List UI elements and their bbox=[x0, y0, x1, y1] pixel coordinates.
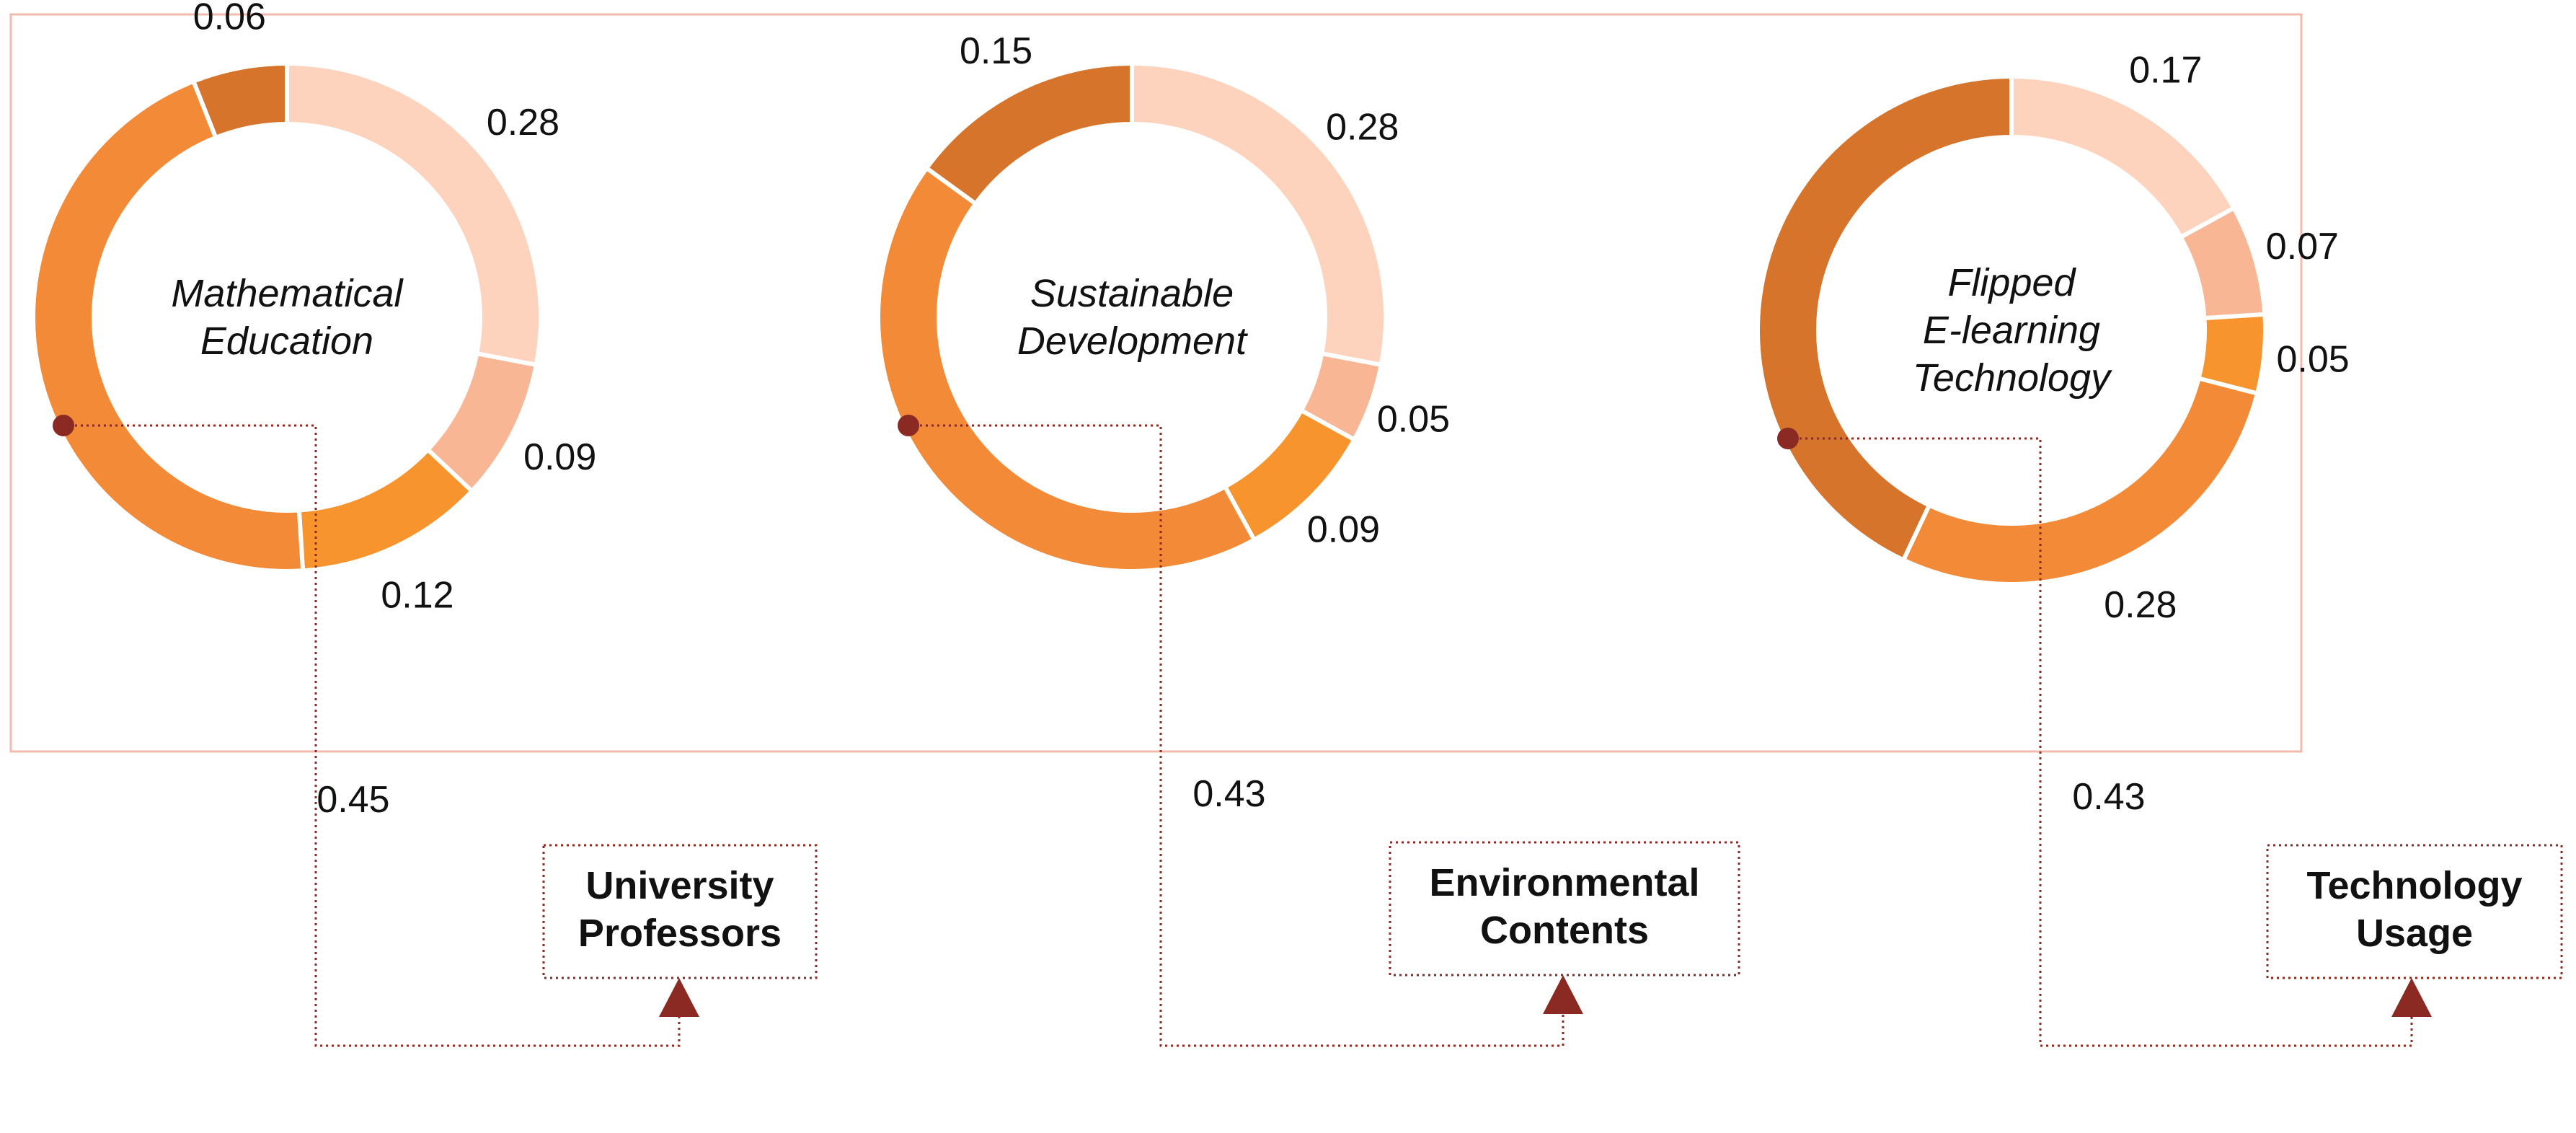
construct-box bbox=[2266, 844, 2563, 979]
slice-value-label: 0.17 bbox=[2129, 49, 2202, 91]
donut-center-label: Flipped E-learning Technology bbox=[1913, 261, 2112, 400]
slice-value-label: 0.12 bbox=[381, 575, 453, 617]
donut-center-label: Sustainable Development bbox=[1017, 272, 1248, 363]
construct-box bbox=[1389, 841, 1740, 977]
slice-value-label: 0.06 bbox=[193, 0, 266, 38]
connector-line bbox=[63, 424, 681, 1047]
donut-slice bbox=[285, 61, 543, 368]
donut-slice bbox=[1756, 74, 2014, 563]
donut-slice bbox=[190, 61, 289, 141]
donut-slice bbox=[1130, 61, 1388, 368]
construct-box-label: University Professors bbox=[578, 864, 782, 955]
donut-chart-2: 0.28 0.05 0.09 0.15 Sustainable Development 0.… bbox=[876, 30, 1740, 1047]
connector-line bbox=[908, 424, 1564, 1047]
donut-center-label: Mathematical Education bbox=[171, 272, 404, 363]
slice-value-label: 0.05 bbox=[1377, 399, 1450, 441]
slice-value-label: 0.28 bbox=[1326, 106, 1399, 148]
path-coefficient-label: 0.43 bbox=[1192, 773, 1265, 815]
donut-slice bbox=[2009, 74, 2237, 240]
connector-dot bbox=[1777, 428, 1799, 449]
donut-slice bbox=[31, 78, 306, 573]
slice-value-label: 0.15 bbox=[960, 30, 1032, 72]
construct-box-label: Technology Usage bbox=[2306, 864, 2522, 955]
slice-value-label: 0.09 bbox=[1307, 508, 1380, 550]
donut-slice bbox=[296, 446, 475, 573]
slice-value-label: 0.28 bbox=[2104, 584, 2177, 626]
connector-line bbox=[1788, 437, 2413, 1047]
donut-slice bbox=[924, 61, 1134, 207]
arrow-head-icon bbox=[659, 978, 699, 1017]
construct-box bbox=[542, 844, 818, 979]
donut-chart-1: 0.28 0.09 0.12 0.06 Mathematical Education 0.4… bbox=[31, 0, 818, 1047]
connector-dot bbox=[898, 415, 919, 436]
path-coefficient-label: 0.43 bbox=[2072, 776, 2145, 818]
construct-box-label: Environmental Contents bbox=[1429, 861, 1699, 952]
slice-value-label: 0.28 bbox=[487, 102, 559, 144]
slice-value-label: 0.07 bbox=[2266, 226, 2339, 268]
group-frame bbox=[9, 13, 2303, 753]
donut-charts: 0.28 0.09 0.12 0.06 Mathematical Education 0.4… bbox=[31, 0, 2563, 1047]
donut-slice bbox=[1900, 375, 2260, 586]
arrow-head-icon bbox=[1543, 975, 1583, 1014]
arrow-head-icon bbox=[2391, 978, 2432, 1017]
slice-value-label: 0.05 bbox=[2277, 339, 2350, 381]
path-coefficient-label: 0.45 bbox=[317, 779, 389, 821]
donut-slice bbox=[876, 164, 1257, 573]
slice-value-label: 0.09 bbox=[523, 436, 596, 478]
connector-dot bbox=[53, 415, 74, 436]
donut-chart-3: 0.17 0.07 0.05 0.28 Flipped E-learning Technol… bbox=[1756, 49, 2563, 1047]
